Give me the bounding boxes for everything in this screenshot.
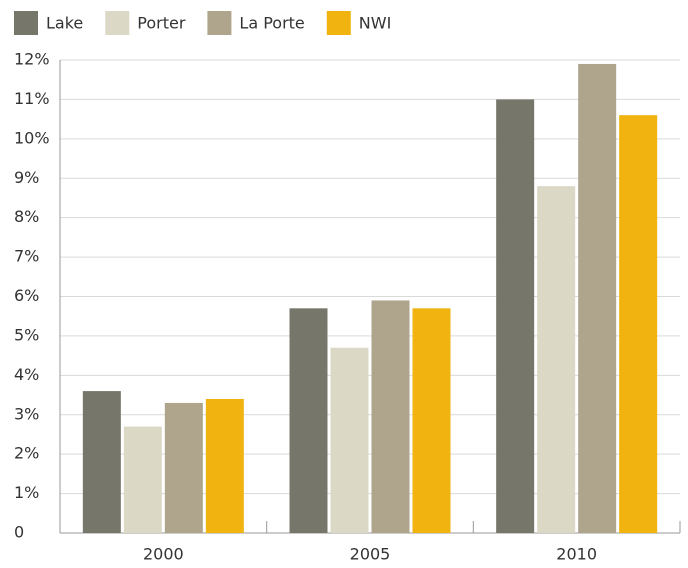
- x-tick-label: 2010: [556, 545, 597, 564]
- legend-label: Porter: [137, 14, 186, 33]
- y-tick-label: 6%: [14, 286, 39, 305]
- y-tick-label: 9%: [14, 168, 39, 187]
- y-tick-label: 5%: [14, 325, 39, 344]
- y-tick-label: 8%: [14, 207, 39, 226]
- x-tick-label: 2005: [350, 545, 391, 564]
- bar: [578, 63, 617, 534]
- bar: [537, 186, 576, 533]
- y-tick-label: 2%: [14, 444, 39, 463]
- legend-label: NWI: [359, 14, 392, 33]
- y-tick-label: 12%: [14, 50, 50, 69]
- y-tick-label: 1%: [14, 483, 39, 502]
- bar: [371, 300, 410, 533]
- x-tick-label: 2000: [143, 545, 184, 564]
- bar: [164, 402, 203, 533]
- bar: [82, 391, 121, 533]
- y-tick-label: 10%: [14, 128, 50, 147]
- legend-swatch: [14, 11, 38, 35]
- y-tick-label: 0: [14, 523, 24, 542]
- legend-swatch: [326, 11, 351, 35]
- y-tick-label: 11%: [14, 89, 50, 108]
- bar: [289, 308, 328, 533]
- bar: [205, 398, 244, 533]
- legend-swatch: [105, 11, 130, 35]
- bar: [412, 308, 451, 533]
- legend-label: Lake: [46, 14, 83, 33]
- bar: [619, 115, 658, 533]
- legend-label: La Porte: [239, 14, 304, 33]
- y-tick-label: 3%: [14, 404, 39, 423]
- y-tick-label: 7%: [14, 247, 39, 266]
- y-tick-label: 4%: [14, 365, 39, 384]
- bar: [123, 426, 162, 533]
- bar: [330, 347, 369, 533]
- legend-swatch: [207, 11, 232, 35]
- bar: [496, 99, 535, 534]
